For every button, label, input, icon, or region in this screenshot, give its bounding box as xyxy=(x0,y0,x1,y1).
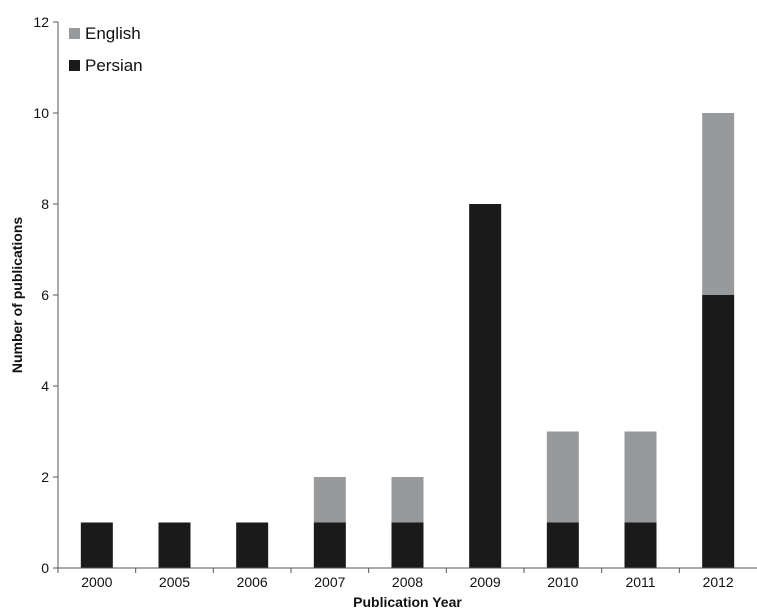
y-tick-label: 10 xyxy=(33,105,49,121)
x-tick-label-2012: 2012 xyxy=(703,574,734,590)
bar-persian-2012 xyxy=(702,295,735,568)
bar-persian-2011 xyxy=(624,522,657,568)
x-tick-label-2006: 2006 xyxy=(237,574,268,590)
bars-group xyxy=(80,113,735,568)
bar-persian-2006 xyxy=(236,522,269,568)
y-ticks-group: 0 2 4 6 8 10 12 xyxy=(33,14,58,576)
x-tick-label-2011: 2011 xyxy=(625,574,655,590)
y-tick-label: 4 xyxy=(41,378,49,394)
legend-swatch-persian xyxy=(69,60,80,71)
x-axis-title: Publication Year xyxy=(353,594,462,610)
y-tick-label: 6 xyxy=(41,287,49,303)
y-tick-label: 0 xyxy=(41,560,49,576)
bar-persian-2007 xyxy=(313,522,346,568)
legend-swatch-english xyxy=(69,28,80,39)
bar-persian-2008 xyxy=(391,522,424,568)
y-tick-label: 2 xyxy=(41,469,49,485)
x-ticks-group: 2000 2005 2006 2007 2008 2009 2010 2011 2012 xyxy=(57,568,734,590)
bar-english-2012 xyxy=(702,113,735,295)
bar-english-2008 xyxy=(391,477,424,523)
bar-persian-2010 xyxy=(546,522,579,568)
y-tick-label: 8 xyxy=(41,196,49,212)
bar-persian-2000 xyxy=(80,522,113,568)
bar-english-2011 xyxy=(624,431,657,523)
bar-english-2007 xyxy=(313,477,346,523)
x-tick-label-2009: 2009 xyxy=(470,574,501,590)
bar-persian-2005 xyxy=(158,522,191,568)
x-tick-label-2005: 2005 xyxy=(159,574,190,590)
x-tick-label-2007: 2007 xyxy=(314,574,345,590)
y-axis-title: Number of publications xyxy=(9,217,25,374)
x-tick-label-2010: 2010 xyxy=(547,574,578,590)
bar-persian-2009 xyxy=(469,204,502,568)
legend-label-persian: Persian xyxy=(85,56,143,75)
legend-label-english: English xyxy=(85,24,141,43)
y-tick-label: 12 xyxy=(33,14,49,30)
bar-english-2010 xyxy=(546,431,579,523)
x-tick-label-2008: 2008 xyxy=(392,574,423,590)
legend: English Persian xyxy=(69,24,143,75)
x-tick-label-2000: 2000 xyxy=(81,574,112,590)
